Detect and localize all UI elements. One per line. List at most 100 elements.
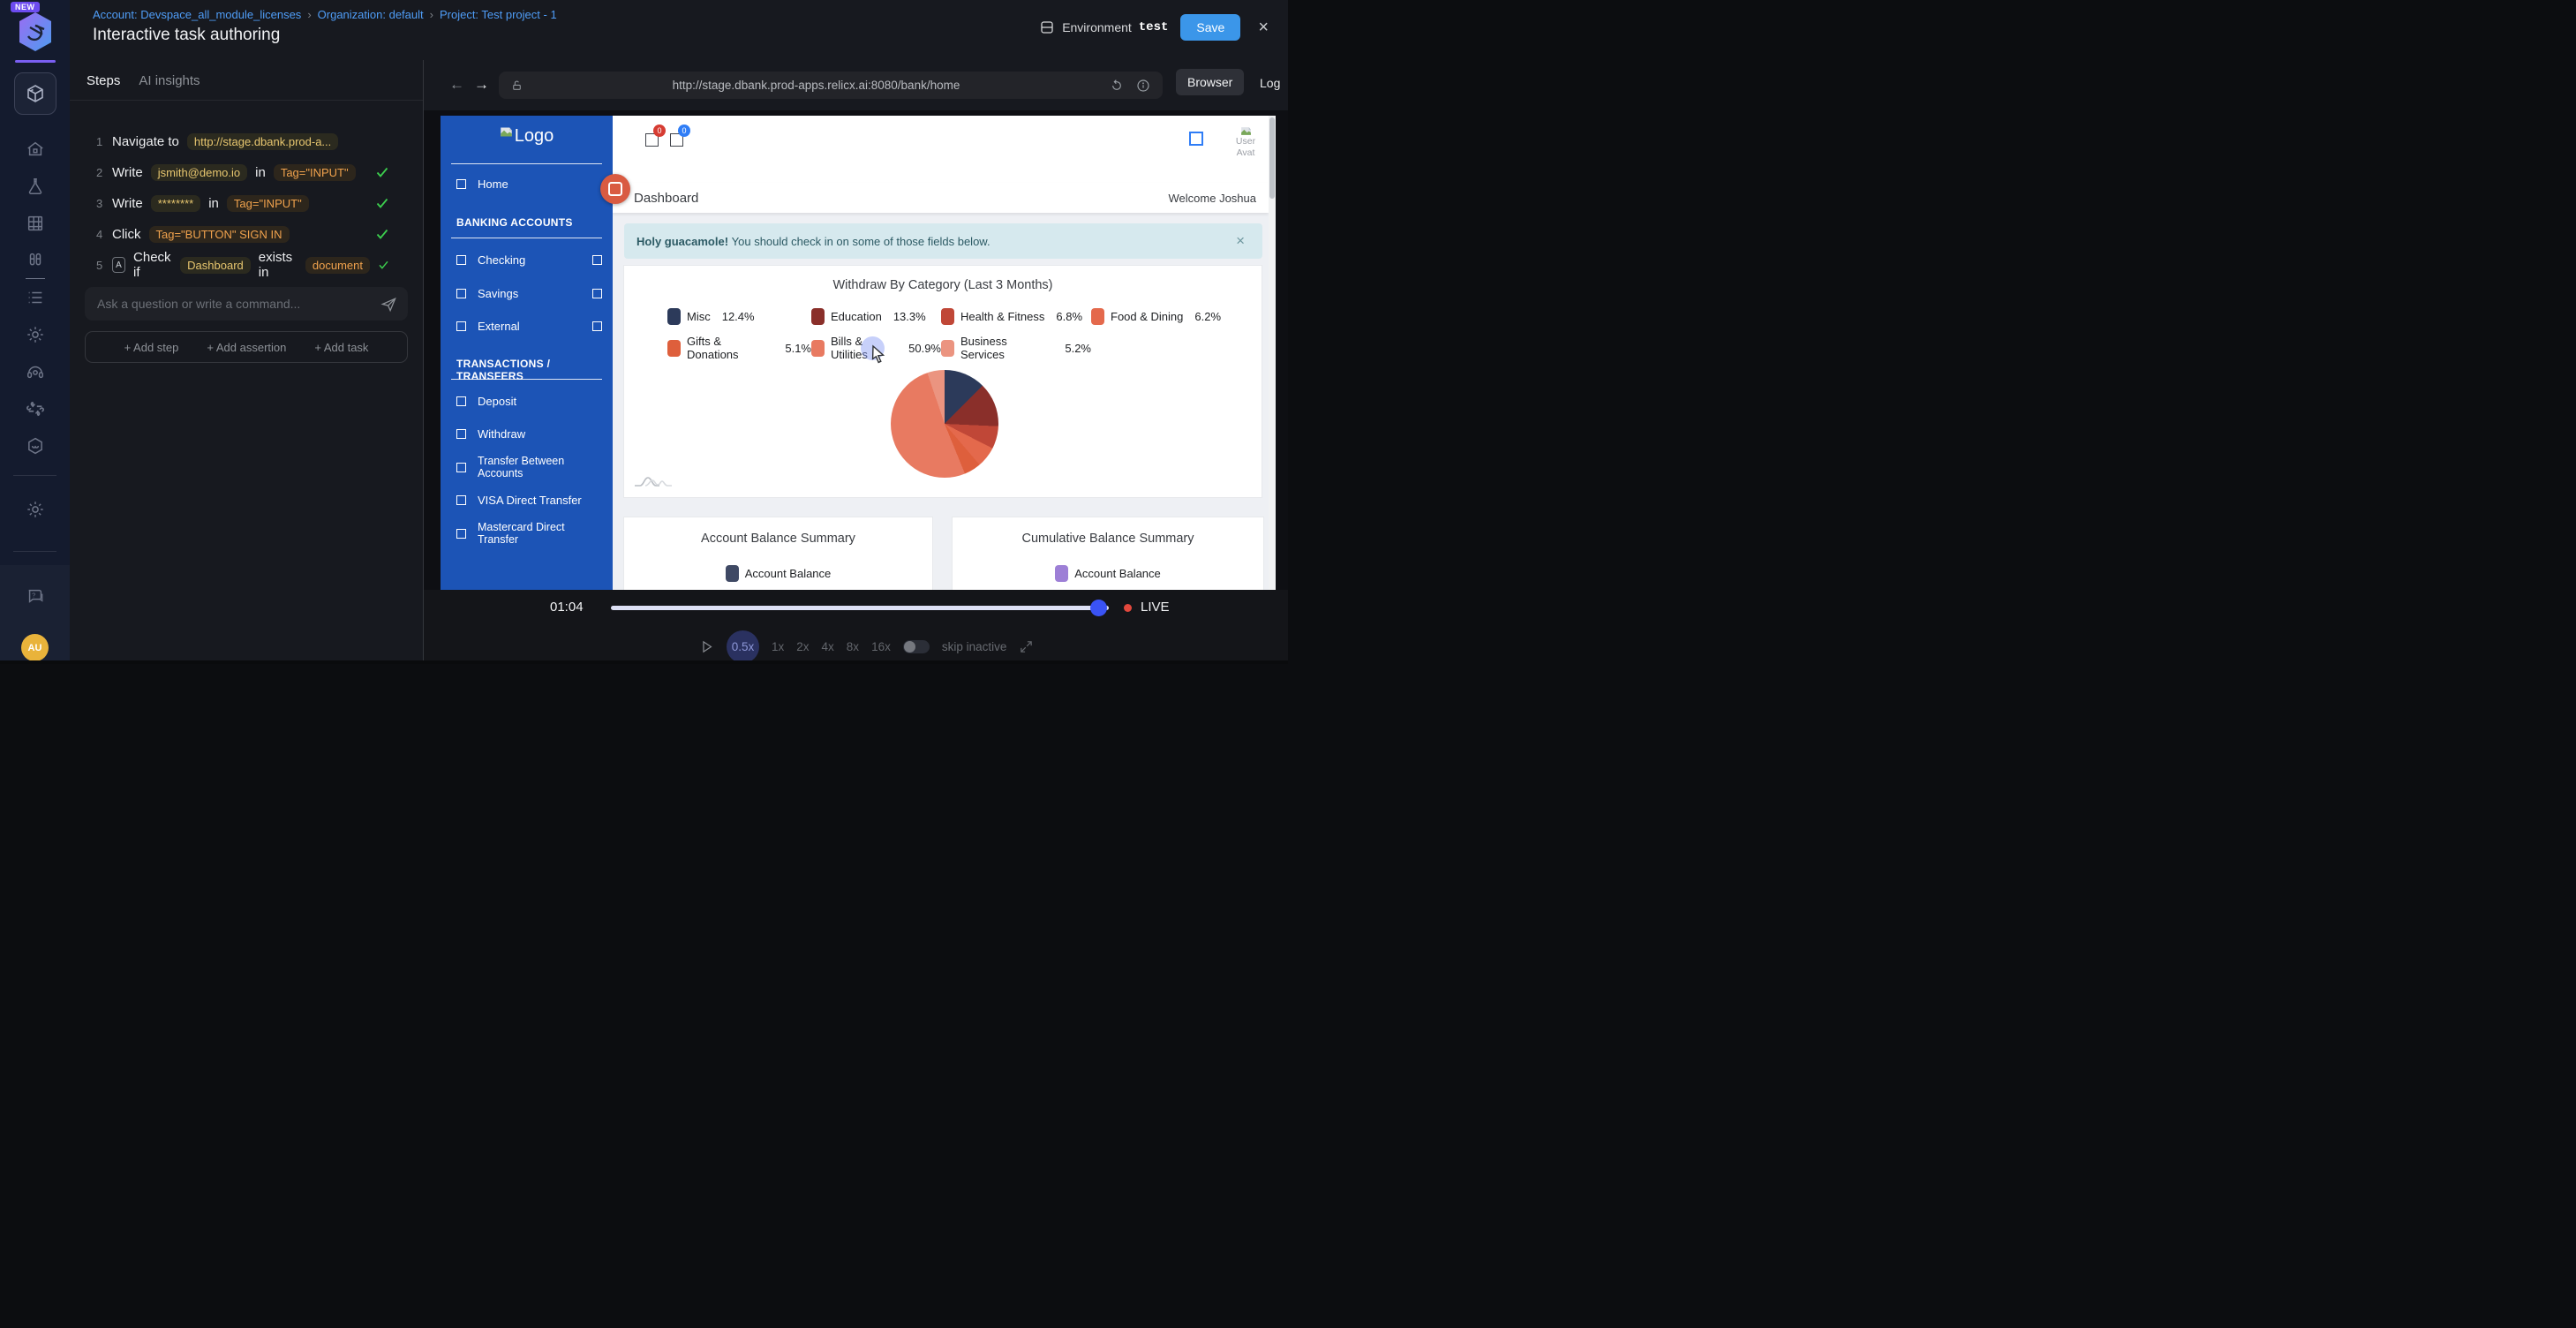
timeline-track[interactable] bbox=[611, 600, 1109, 616]
live-label: LIVE bbox=[1141, 600, 1170, 615]
gear-icon[interactable] bbox=[26, 325, 45, 344]
legend-item-0: Misc 12.4% bbox=[667, 308, 811, 325]
slack-icon[interactable] bbox=[26, 399, 45, 419]
step-row-1[interactable]: 1 Navigate to http://stage.dbank.prod-a.… bbox=[70, 131, 423, 152]
home-icon[interactable] bbox=[26, 140, 45, 159]
help-chat-icon[interactable]: ? bbox=[26, 586, 45, 606]
step-selector-badge[interactable]: Tag="BUTTON" SIGN IN bbox=[148, 225, 290, 243]
save-button[interactable]: Save bbox=[1180, 14, 1241, 41]
dashboard-title: Dashboard bbox=[634, 190, 699, 206]
pie-chart[interactable] bbox=[891, 370, 998, 478]
fullscreen-icon[interactable] bbox=[1019, 639, 1034, 654]
legend-label: Account Balance bbox=[1074, 567, 1161, 580]
url-bar[interactable]: http://stage.dbank.prod-apps.relicx.ai:8… bbox=[499, 72, 1163, 99]
play-icon[interactable] bbox=[699, 639, 714, 654]
skip-inactive-toggle[interactable] bbox=[902, 639, 930, 653]
tab-steps[interactable]: Steps bbox=[87, 73, 121, 88]
bank-nav-home[interactable]: Home bbox=[456, 174, 602, 193]
step-selector-badge[interactable]: document bbox=[305, 256, 370, 274]
settings-gear-icon[interactable] bbox=[26, 500, 45, 519]
forward-arrow-icon[interactable]: → bbox=[469, 75, 494, 94]
rail-accent-divider bbox=[15, 60, 56, 63]
step-connector: in bbox=[255, 164, 266, 180]
environment-label: Environment bbox=[1062, 20, 1132, 34]
speed-button-1x[interactable]: 1x bbox=[772, 639, 785, 653]
command-input[interactable] bbox=[85, 287, 408, 321]
sidebar-item-tasks-active[interactable] bbox=[14, 72, 56, 115]
breadcrumb-account[interactable]: Account: Devspace_all_module_licenses bbox=[93, 8, 302, 21]
speed-button-0.5x[interactable]: 0.5x bbox=[727, 630, 759, 663]
refresh-icon[interactable] bbox=[1110, 79, 1124, 93]
bank-nav-withdraw[interactable]: Withdraw bbox=[456, 424, 602, 443]
bank-logo[interactable]: Logo bbox=[441, 126, 613, 147]
breadcrumb: Account: Devspace_all_module_licenses › Or… bbox=[93, 8, 557, 21]
tab-ai-insights[interactable]: AI insights bbox=[139, 73, 200, 88]
bank-nav-external[interactable]: External bbox=[456, 316, 602, 336]
info-icon[interactable] bbox=[1136, 79, 1150, 93]
step-row-2[interactable]: 2 Write jsmith@demo.io in Tag="INPUT" bbox=[70, 162, 423, 183]
stop-square-icon bbox=[608, 182, 622, 196]
alert-close-icon[interactable]: × bbox=[1231, 231, 1250, 251]
step-value-badge[interactable]: Dashboard bbox=[180, 256, 251, 274]
bank-nav-savings[interactable]: Savings bbox=[456, 283, 602, 303]
tab-browser[interactable]: Browser bbox=[1176, 69, 1245, 95]
infinity-hexagon-icon[interactable] bbox=[26, 436, 45, 456]
step-row-3[interactable]: 3 Write ******** in Tag="INPUT" bbox=[70, 192, 423, 214]
svg-text:?: ? bbox=[32, 591, 35, 599]
step-selector-badge[interactable]: Tag="INPUT" bbox=[273, 163, 356, 181]
step-selector-badge[interactable]: Tag="INPUT" bbox=[226, 194, 309, 212]
close-icon[interactable]: × bbox=[1253, 18, 1274, 37]
step-row-5[interactable]: 5 A Check if Dashboard exists in documen… bbox=[70, 250, 423, 280]
speed-button-8x[interactable]: 8x bbox=[846, 639, 860, 653]
send-icon[interactable] bbox=[380, 296, 397, 313]
page-header: Account: Devspace_all_module_licenses › Or… bbox=[70, 0, 1288, 60]
step-number: 4 bbox=[96, 227, 103, 241]
new-badge: NEW bbox=[11, 2, 40, 12]
test-tubes-icon[interactable] bbox=[26, 251, 45, 270]
scrollbar-thumb[interactable] bbox=[1269, 117, 1275, 199]
step-row-4[interactable]: 4 Click Tag="BUTTON" SIGN IN bbox=[70, 223, 423, 245]
speed-button-2x[interactable]: 2x bbox=[796, 639, 810, 653]
bank-nav-visa-direct-transfer[interactable]: VISA Direct Transfer bbox=[456, 490, 602, 509]
legend-item-3: Food & Dining 6.2% bbox=[1091, 308, 1262, 325]
bank-nav-deposit[interactable]: Deposit bbox=[456, 391, 602, 411]
back-arrow-icon[interactable]: ← bbox=[444, 75, 470, 94]
bank-nav-mastercard-direct-transfer[interactable]: Mastercard Direct Transfer bbox=[456, 521, 602, 546]
timeline-thumb[interactable] bbox=[1089, 600, 1107, 616]
flask-icon[interactable] bbox=[26, 177, 45, 196]
step-success-check-icon bbox=[376, 198, 388, 208]
speed-button-16x[interactable]: 16x bbox=[871, 639, 891, 653]
environment-selector[interactable]: Environment test bbox=[1039, 19, 1168, 35]
step-value-badge[interactable]: ******** bbox=[150, 194, 201, 212]
playback-controls: 0.5x 1x 2x 4x 8x 16x skip inactive bbox=[699, 629, 1034, 664]
info-alert: Holy guacamole! You should check in on s… bbox=[624, 223, 1262, 259]
placeholder-icon bbox=[592, 288, 602, 298]
add-assertion-button[interactable]: + Add assertion bbox=[201, 340, 291, 355]
app-logo-icon[interactable] bbox=[17, 11, 54, 52]
balance-swatch-2 bbox=[1055, 565, 1069, 582]
add-task-button[interactable]: + Add task bbox=[309, 340, 373, 355]
bank-nav-transfer-between-accounts[interactable]: Transfer Between Accounts bbox=[456, 455, 602, 479]
add-step-button[interactable]: + Add step bbox=[119, 340, 185, 355]
legend-label: Account Balance bbox=[744, 567, 832, 580]
user-avatar-broken-image[interactable]: User Avat bbox=[1228, 126, 1263, 159]
selected-element-icon[interactable] bbox=[1189, 132, 1203, 146]
breadcrumb-organization[interactable]: Organization: default bbox=[317, 8, 424, 21]
support-headset-icon[interactable] bbox=[26, 362, 45, 381]
user-avatar[interactable]: AU bbox=[21, 634, 49, 661]
speed-button-4x[interactable]: 4x bbox=[821, 639, 834, 653]
environment-icon bbox=[1041, 21, 1053, 34]
breadcrumb-project[interactable]: Project: Test project - 1 bbox=[439, 8, 557, 21]
messages-icon[interactable] bbox=[670, 133, 683, 147]
notification-icon[interactable] bbox=[645, 133, 659, 147]
step-value-badge[interactable]: jsmith@demo.io bbox=[150, 163, 248, 181]
bank-nav-checking[interactable]: Checking bbox=[456, 250, 602, 269]
recording-click-indicator bbox=[600, 174, 630, 204]
grid-icon[interactable] bbox=[26, 214, 45, 233]
browser-toolbar: ← → http://stage.dbank.prod-apps.relicx.… bbox=[424, 60, 1288, 110]
step-number: 3 bbox=[96, 196, 103, 210]
page-scrollbar[interactable] bbox=[1269, 116, 1276, 590]
tab-log[interactable]: Log bbox=[1254, 75, 1285, 91]
list-icon[interactable] bbox=[26, 288, 45, 307]
step-value-badge[interactable]: http://stage.dbank.prod-a... bbox=[186, 132, 339, 150]
